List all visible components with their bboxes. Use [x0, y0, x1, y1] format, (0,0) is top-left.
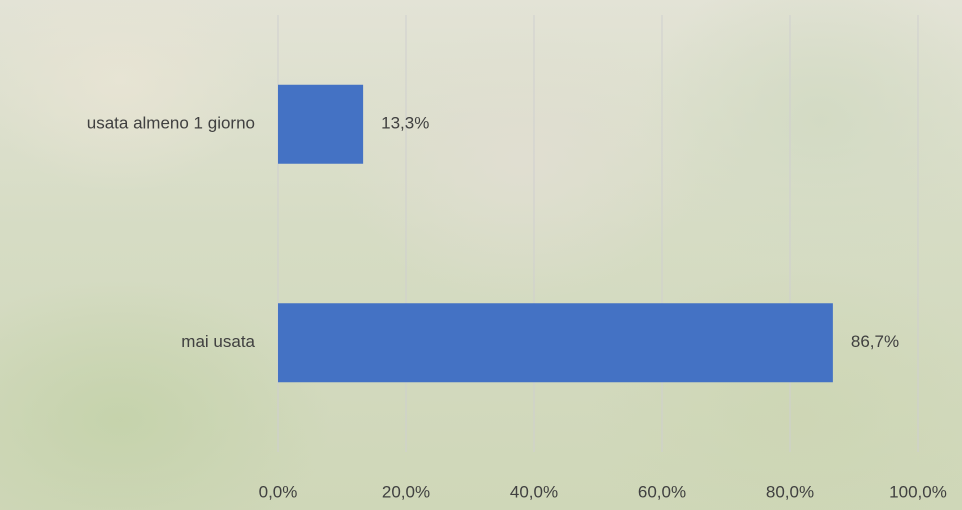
bar	[278, 303, 833, 382]
x-tick-label: 80,0%	[766, 482, 814, 501]
value-label: 13,3%	[381, 114, 429, 133]
bar	[278, 85, 363, 164]
x-tick-label: 40,0%	[510, 482, 558, 501]
page: 0,0% 20,0% 40,0% 60,0% 80,0% 100,0% usata alme…	[0, 0, 962, 510]
value-label: 86,7%	[851, 332, 899, 351]
y-tick-label: usata almeno 1 giorno	[87, 114, 255, 133]
chart: 0,0% 20,0% 40,0% 60,0% 80,0% 100,0% usata alme…	[0, 0, 962, 510]
x-tick-label: 0,0%	[259, 482, 298, 501]
x-tick-label: 100,0%	[889, 482, 947, 501]
x-tick-label: 60,0%	[638, 482, 686, 501]
x-tick-label: 20,0%	[382, 482, 430, 501]
y-tick-label: mai usata	[181, 332, 255, 351]
